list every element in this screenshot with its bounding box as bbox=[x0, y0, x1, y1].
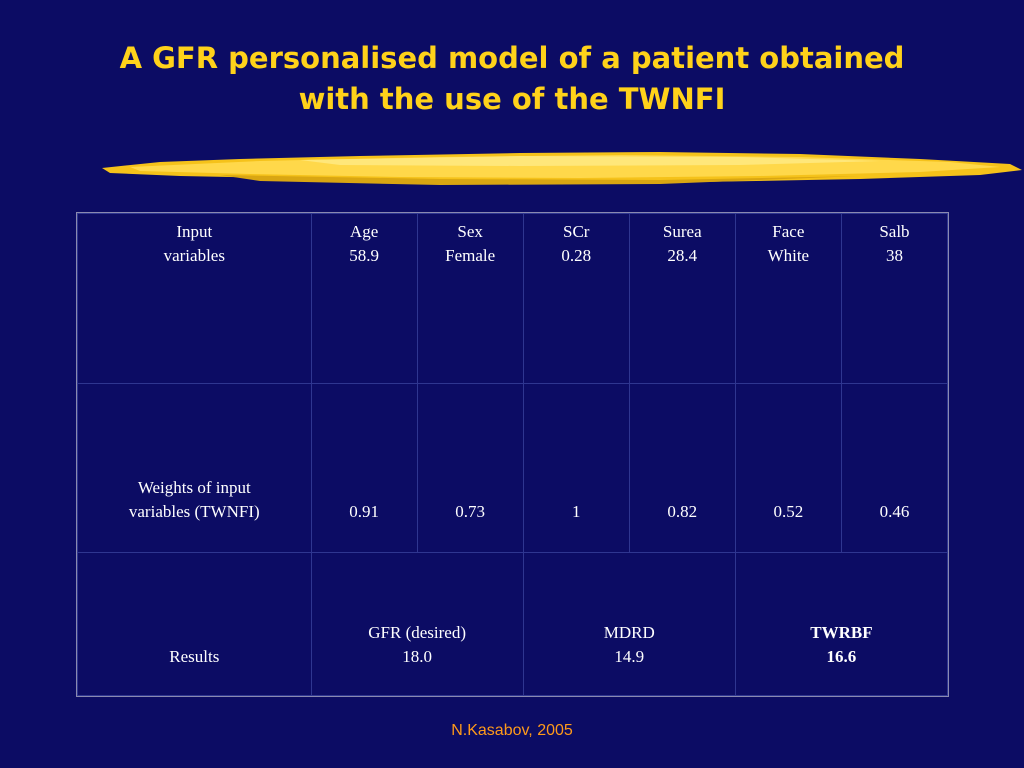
weight-sex: 0.73 bbox=[416, 383, 524, 553]
weight-face: 0.52 bbox=[734, 383, 842, 553]
input-cell-sex: Sex Female bbox=[416, 213, 524, 384]
result-name: GFR (desired) bbox=[368, 623, 466, 642]
input-name: SCr bbox=[562, 222, 590, 241]
input-variables-header-line-2: variables bbox=[163, 246, 225, 265]
input-name: Surea bbox=[662, 222, 702, 241]
result-value: 18.0 bbox=[402, 647, 432, 666]
input-name: Age bbox=[349, 222, 379, 241]
result-value: 14.9 bbox=[614, 647, 645, 666]
result-mdrd: MDRD 14.9 bbox=[522, 552, 736, 696]
weights-header: Weights of input variables (TWNFI) bbox=[77, 383, 312, 553]
input-variables-header-line-1: Input bbox=[176, 222, 213, 241]
input-value: 58.9 bbox=[349, 246, 379, 265]
input-variables-header: Input variables bbox=[77, 213, 312, 384]
weight-age: 0.91 bbox=[310, 383, 418, 553]
input-variables-row: Input variables Age 58.9 Sex Female SCr … bbox=[77, 213, 949, 384]
input-value: Female bbox=[445, 246, 496, 265]
input-cell-face: Face White bbox=[734, 213, 842, 384]
result-name: TWRBF bbox=[810, 623, 873, 642]
result-value: 16.6 bbox=[826, 647, 857, 666]
input-cell-age: Age 58.9 bbox=[310, 213, 418, 384]
results-header: Results bbox=[77, 552, 312, 696]
weights-header-line-2: variables (TWNFI) bbox=[128, 502, 260, 521]
slide-title: A GFR personalised model of a patient ob… bbox=[30, 38, 994, 120]
result-gfr-desired: GFR (desired) 18.0 bbox=[310, 552, 524, 696]
slide-title-line-1: A GFR personalised model of a patient ob… bbox=[119, 41, 905, 75]
slide-title-line-2: with the use of the TWNFI bbox=[298, 82, 726, 116]
input-name: Sex bbox=[457, 222, 483, 241]
results-row: Results GFR (desired) 18.0 MDRD 14.9 TWR… bbox=[77, 552, 949, 696]
input-cell-scr: SCr 0.28 bbox=[522, 213, 630, 384]
input-value: 0.28 bbox=[561, 246, 592, 265]
input-name: Salb bbox=[879, 222, 910, 241]
input-value: White bbox=[767, 246, 810, 265]
brush-stroke-divider bbox=[102, 152, 1022, 185]
weights-row: Weights of input variables (TWNFI) 0.91 … bbox=[77, 383, 949, 553]
input-cell-salb: Salb 38 bbox=[840, 213, 949, 384]
weight-scr: 1 bbox=[522, 383, 630, 553]
weight-surea: 0.82 bbox=[628, 383, 736, 553]
input-value: 38 bbox=[885, 246, 903, 265]
gfr-model-table: Input variables Age 58.9 Sex Female SCr … bbox=[76, 212, 949, 697]
weight-salb: 0.46 bbox=[840, 383, 949, 553]
weights-header-line-1: Weights of input bbox=[137, 478, 251, 497]
footer-author-credit: N.Kasabov, 2005 bbox=[451, 722, 573, 739]
input-cell-surea: Surea 28.4 bbox=[628, 213, 736, 384]
input-value: 28.4 bbox=[667, 246, 698, 265]
result-name: MDRD bbox=[603, 623, 655, 642]
input-name: Face bbox=[772, 222, 805, 241]
result-twrbf: TWRBF 16.6 bbox=[734, 552, 949, 696]
